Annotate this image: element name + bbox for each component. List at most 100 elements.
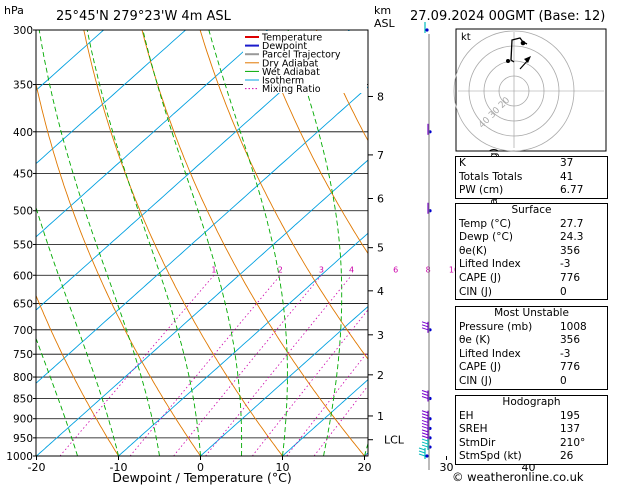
pressure-tick-label: 1000 xyxy=(6,451,33,463)
hpa-label: hPa xyxy=(4,4,24,17)
row-label: PW (cm) xyxy=(459,184,504,197)
wind-barb-feather xyxy=(421,410,429,414)
temp-tick-label: 30 xyxy=(440,461,454,474)
mixing-ratio-line xyxy=(129,275,281,456)
pressure-tick-label: 750 xyxy=(13,349,33,361)
row-value: 356 xyxy=(560,334,581,347)
row-label: CAPE (J) xyxy=(459,271,502,284)
row-label: EH xyxy=(459,409,474,422)
wind-barb-feather xyxy=(418,453,426,457)
row-label: θe(K) xyxy=(459,244,487,257)
row-label: Temp (°C) xyxy=(459,217,512,230)
temperature-line xyxy=(415,104,435,456)
wind-barb-feather xyxy=(421,438,429,442)
surface-row: CAPE (J) 776 xyxy=(456,272,607,286)
wet-adiabat-line xyxy=(287,30,343,456)
wind-barb-feather xyxy=(421,435,429,439)
row-label: StmSpd (kt) xyxy=(459,450,522,463)
pressure-tick-label: 700 xyxy=(13,325,33,337)
wind-barb-feather xyxy=(421,390,429,393)
km-tick-label: LCL xyxy=(384,434,405,447)
wet-adiabat-line xyxy=(86,30,201,456)
dry-adiabat-line xyxy=(36,81,201,456)
pressure-tick-label: 800 xyxy=(13,372,33,384)
isotherm-line xyxy=(282,379,368,456)
wind-barb-feather xyxy=(421,327,429,331)
storm-motion-arrowhead xyxy=(524,56,531,63)
wind-barb-feather xyxy=(421,419,429,423)
row-label: Pressure (mb) xyxy=(459,320,533,333)
indices-row: K 37 xyxy=(456,157,607,171)
hodo-row: EH 195 xyxy=(456,410,607,424)
row-label: θe (K) xyxy=(459,334,491,347)
surface-row: Dewp (°C) 24.3 xyxy=(456,231,607,245)
indices-row: Totals Totals 41 xyxy=(456,171,607,185)
wet-adiabat-line xyxy=(208,30,288,456)
row-value: 210° xyxy=(560,436,586,449)
mixing-ratio-label: 2 xyxy=(278,265,283,274)
unstable-row: Lifted Index -3 xyxy=(456,348,607,362)
wind-barb-feather xyxy=(421,422,429,426)
row-label: CIN (J) xyxy=(459,285,492,298)
temp-tick-label: -20 xyxy=(28,461,46,474)
pressure-tick-label: 900 xyxy=(13,414,33,426)
row-value: -3 xyxy=(560,258,571,271)
legend-label: Isotherm xyxy=(262,76,304,87)
row-value: 195 xyxy=(560,409,581,422)
mixing-ratio-label: 8 xyxy=(426,265,431,274)
isotherm-line xyxy=(36,86,368,384)
credit-link[interactable]: © weatheronline.co.uk xyxy=(452,470,584,484)
wet-adiabat-line xyxy=(36,205,119,456)
km-tick-label: 6 xyxy=(377,193,384,206)
x-axis-label: Dewpoint / Temperature (°C) xyxy=(112,470,291,485)
row-value: 137 xyxy=(560,423,581,436)
legend-box xyxy=(243,31,367,93)
dewpoint-line xyxy=(400,104,427,456)
wind-barb-feather xyxy=(421,324,429,328)
pressure-tick-label: 400 xyxy=(13,127,33,139)
indices-table: K 37 Totals Totals 41 PW (cm) 6.77 xyxy=(455,156,608,199)
row-value: 41 xyxy=(560,170,574,183)
isotherm-line xyxy=(611,24,629,456)
row-label: SREH xyxy=(459,423,488,436)
legend-label: Mixing Ratio xyxy=(262,84,321,95)
surface-row: CIN (J) 0 xyxy=(456,286,607,300)
dry-adiabat-line xyxy=(83,30,283,456)
hodo-row: StmDir 210° xyxy=(456,437,607,451)
hodograph-kt-label: kt xyxy=(461,32,471,43)
pressure-tick-label: 350 xyxy=(13,80,33,92)
datetime: 27.09.2024 00GMT (Base: 12) xyxy=(410,9,605,24)
wind-barb-feather xyxy=(421,441,429,445)
row-value: 776 xyxy=(560,361,581,374)
most-unstable-table: Most Unstable Pressure (mb) 1008 θe (K) 35… xyxy=(455,306,608,390)
mixing-ratio-label: 10 xyxy=(449,265,459,274)
legend-label: Temperature xyxy=(261,33,322,44)
hodograph-title: Hodograph xyxy=(502,396,561,408)
temp-tick-label: 0 xyxy=(197,461,204,474)
pressure-tick-label: 850 xyxy=(13,393,33,405)
unstable-row: θe (K) 356 xyxy=(456,334,607,348)
isotherm-line xyxy=(36,30,187,165)
row-value: 356 xyxy=(560,244,581,257)
dry-adiabat-line xyxy=(257,30,368,255)
legend-label: Parcel Trajectory xyxy=(262,50,341,61)
surface-table: Surface Temp (°C) 27.7 Dewp (°C) 24.3 θe(K… xyxy=(455,203,608,301)
mixing-ratio-label: 6 xyxy=(393,265,398,274)
asl-label: ASL xyxy=(374,17,396,30)
wind-level-dot xyxy=(425,28,429,32)
km-tick-label: 2 xyxy=(377,369,384,382)
dry-adiabat-line xyxy=(199,30,368,360)
row-label: CIN (J) xyxy=(459,374,492,387)
km-tick-label: 3 xyxy=(377,329,384,342)
km-tick-label: 8 xyxy=(377,90,384,103)
surface-row: Lifted Index -3 xyxy=(456,258,607,272)
unstable-row: CIN (J) 0 xyxy=(456,375,607,389)
isotherm-line xyxy=(36,159,368,456)
hodograph-point xyxy=(506,59,510,63)
isotherm-line xyxy=(200,305,368,456)
row-value: -3 xyxy=(560,347,571,360)
row-value: 1008 xyxy=(560,320,587,333)
wet-adiabat-line xyxy=(38,30,160,456)
